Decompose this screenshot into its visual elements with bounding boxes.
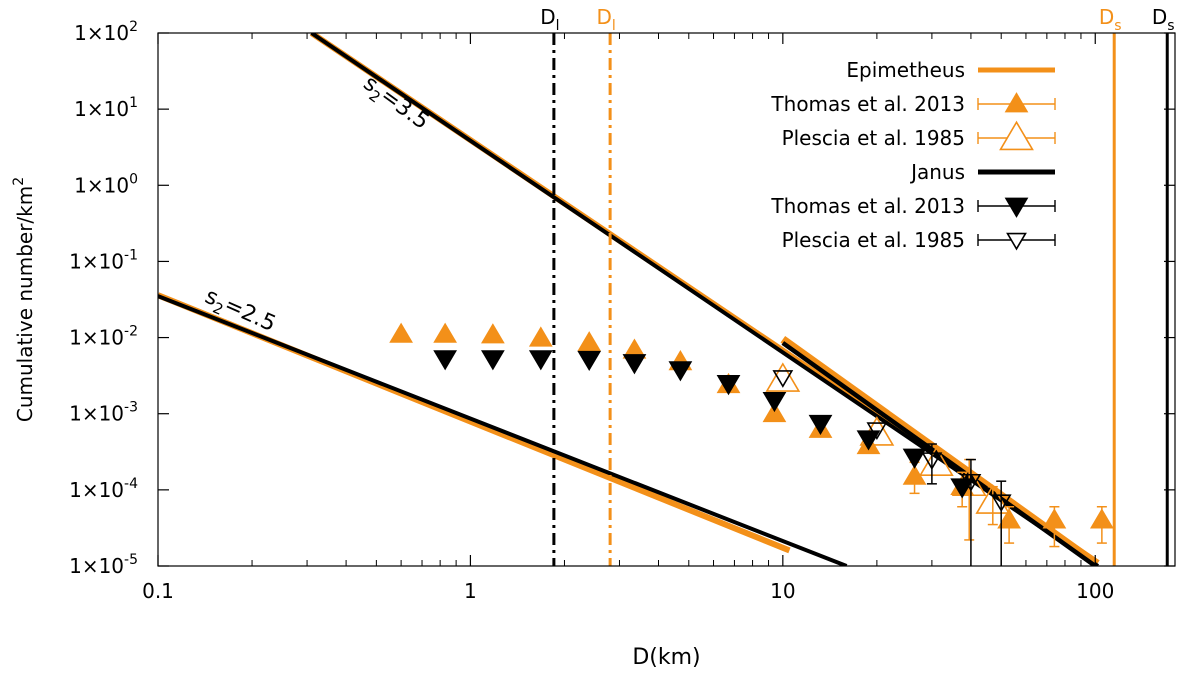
data-point xyxy=(1042,508,1067,529)
x-axis-label: D(km) xyxy=(632,645,700,670)
y-tick-label: 1×101 xyxy=(74,95,138,121)
fit-line xyxy=(781,341,1097,566)
data-point xyxy=(480,323,505,344)
y-tick-label: 1×100 xyxy=(74,171,138,197)
data-point xyxy=(433,350,458,371)
data-point xyxy=(960,473,982,492)
x-tick-label: 1 xyxy=(464,579,477,603)
legend-marker xyxy=(1006,232,1027,251)
legend-label: Janus xyxy=(909,160,965,184)
y-tick-label: 1×10-2 xyxy=(69,324,138,350)
data-point xyxy=(528,326,553,347)
data-point xyxy=(668,361,693,382)
x-tick-label: 10 xyxy=(770,579,795,603)
data-point xyxy=(772,370,794,388)
legend-label: Plescia et al. 1985 xyxy=(782,126,965,150)
data-point xyxy=(866,422,888,440)
vertical-line-label: Dl xyxy=(540,5,559,34)
y-tick-label: 1×10-3 xyxy=(69,400,138,426)
data-point xyxy=(921,452,943,471)
data-point xyxy=(577,350,602,372)
x-tick-label: 0.1 xyxy=(142,579,174,603)
legend-label: Thomas et al. 2013 xyxy=(770,194,965,218)
plot-frame xyxy=(157,32,1176,567)
data-point xyxy=(808,414,833,436)
data-point xyxy=(480,350,505,371)
data-point xyxy=(856,430,881,451)
vertical-line-label: Dl xyxy=(596,5,615,34)
legend: Epimetheus Thomas et al. 2013 Plescia et a… xyxy=(770,58,1056,252)
data-point xyxy=(577,331,602,352)
slope-annotation: s2=2.5 xyxy=(200,284,280,341)
legend-marker xyxy=(1004,92,1029,113)
data-point xyxy=(990,494,1012,513)
y-axis-label: Cumulative number/km2 xyxy=(11,177,37,422)
data-point xyxy=(433,322,458,343)
data-point xyxy=(622,354,647,375)
annotations: s2=3.5s2=2.5 xyxy=(200,71,433,341)
vertical-line-layer: Dl Dl Ds Ds xyxy=(540,5,1175,566)
power-law-line xyxy=(310,33,1100,566)
legend-marker xyxy=(999,120,1034,151)
data-point xyxy=(389,322,413,343)
power-law-line xyxy=(158,294,848,566)
axis-ticks: 0.1 1 10 100 1×102 1×101 1×100 1×10-1 1×10-2 1×10… xyxy=(69,19,1175,603)
y-tick-label: 1×10-5 xyxy=(69,552,138,578)
legend-marker xyxy=(1004,197,1029,218)
vertical-line-label: Ds xyxy=(1152,5,1175,34)
data-point xyxy=(1089,508,1114,529)
y-tick-label: 1×10-4 xyxy=(69,476,138,502)
vertical-line-label: Ds xyxy=(1099,5,1122,34)
data-point xyxy=(765,362,801,392)
legend-label: Epimetheus xyxy=(846,58,965,82)
marker-layer xyxy=(389,322,1114,566)
data-point xyxy=(762,391,787,413)
data-point xyxy=(997,508,1021,529)
legend-label: Plescia et al. 1985 xyxy=(782,228,965,252)
legend-label: Thomas et al. 2013 xyxy=(770,92,965,116)
data-point xyxy=(528,350,553,371)
data-point xyxy=(902,448,927,469)
data-point xyxy=(762,401,787,423)
y-tick-label: 1×102 xyxy=(74,19,138,45)
x-tick-label: 100 xyxy=(1076,579,1114,603)
data-point xyxy=(716,375,741,396)
y-tick-label: 1×10-1 xyxy=(69,247,138,273)
